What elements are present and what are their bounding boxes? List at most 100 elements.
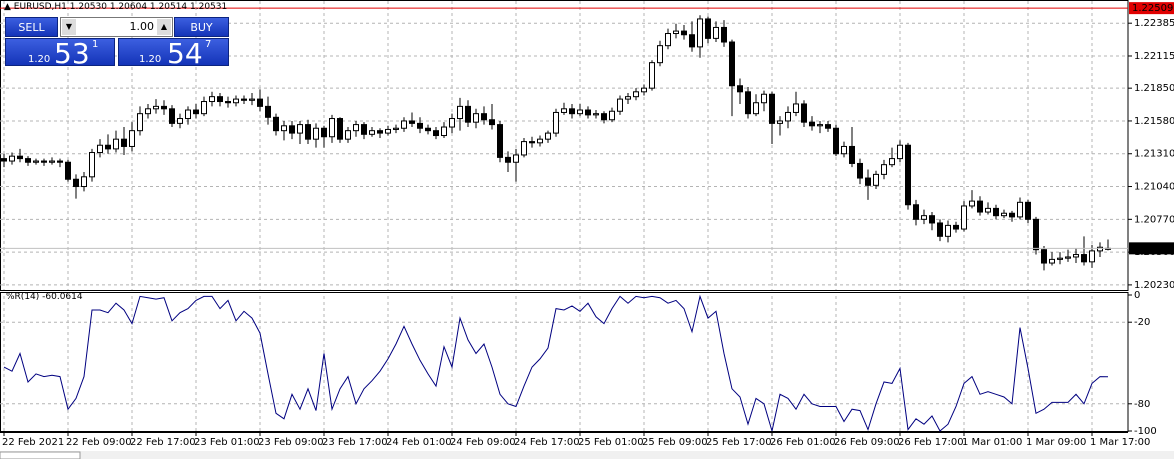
candle-body <box>1033 218 1039 251</box>
candle-body <box>633 91 639 98</box>
candle-body <box>521 141 527 156</box>
y-tick-label: 1.22115 <box>1134 51 1174 62</box>
x-tick-label: 24 Feb 17:00 <box>514 437 580 448</box>
candle-body <box>529 141 535 144</box>
candle-body <box>489 119 495 126</box>
candle-body <box>177 118 183 124</box>
candle-body <box>833 127 839 155</box>
candle-body <box>89 152 95 178</box>
candle-body <box>297 124 303 134</box>
candle-body <box>657 45 663 64</box>
candle-body <box>697 18 703 48</box>
candle-body <box>1057 257 1063 260</box>
candle-body <box>209 96 215 103</box>
candle-body <box>289 125 295 134</box>
candle-body <box>841 145 847 155</box>
x-tick-label: 23 Feb 09:00 <box>258 437 324 448</box>
candle-body <box>769 93 775 124</box>
candle-body <box>425 127 431 132</box>
candle-body <box>345 130 351 140</box>
candle-body <box>409 120 415 124</box>
candle-body <box>737 85 743 93</box>
y-tick-label: -100 <box>1134 426 1157 437</box>
candle-body <box>73 178 79 188</box>
candle-body <box>385 128 391 134</box>
lot-increase[interactable]: ▲ <box>157 19 171 35</box>
sell-price-sup: 1 <box>92 39 99 50</box>
bottom-tabs <box>0 451 1174 459</box>
x-tick-label: 25 Feb 09:00 <box>642 437 708 448</box>
candle-body <box>17 155 23 160</box>
buy-button[interactable]: BUY <box>174 17 229 37</box>
candle-body <box>65 161 71 180</box>
lot-decrease[interactable]: ▼ <box>62 19 76 35</box>
candle-body <box>313 127 319 140</box>
candle-body <box>905 144 911 206</box>
candle-body <box>577 109 583 115</box>
y-tick-label: 1.21580 <box>1134 116 1174 127</box>
candle-body <box>585 109 591 116</box>
candle-body <box>233 98 239 104</box>
candle-body <box>825 124 831 129</box>
candle-body <box>265 105 271 118</box>
candle-body <box>1025 201 1031 220</box>
candle-body <box>689 34 695 48</box>
x-tick-label: 22 Feb 09:00 <box>66 437 132 448</box>
candle-body <box>537 138 543 144</box>
x-tick-label: 22 Feb 2021 <box>2 437 64 448</box>
x-tick-label: 26 Feb 09:00 <box>834 437 900 448</box>
candle-body <box>785 111 791 122</box>
candle-body <box>41 160 47 163</box>
bottom-tab <box>0 451 81 459</box>
main-frame <box>0 0 1129 291</box>
buy-price-prefix: 1.20 <box>139 54 162 65</box>
candle-body <box>377 130 383 134</box>
candle-body <box>97 144 103 154</box>
candle-body <box>1073 254 1079 258</box>
x-tick-label: 25 Feb 01:00 <box>578 437 644 448</box>
candle-body <box>457 105 463 120</box>
lot-value[interactable]: 1.00 <box>129 20 155 33</box>
candle-body <box>881 164 887 175</box>
buy-price[interactable]: 1.20 54 7 <box>118 38 229 68</box>
candle-body <box>745 91 751 115</box>
candle-body <box>369 130 375 135</box>
candle-body <box>937 222 943 237</box>
candle-body <box>281 125 287 132</box>
x-tick-label: 23 Feb 01:00 <box>194 437 260 448</box>
candle-body <box>1081 254 1087 263</box>
candle-body <box>481 113 487 121</box>
candle-body <box>977 200 983 213</box>
price-label-box <box>1129 242 1174 255</box>
candle-body <box>617 98 623 112</box>
price-label-box <box>1129 2 1174 15</box>
candle-body <box>985 207 991 213</box>
candle-body <box>1041 249 1047 264</box>
candle-body <box>161 105 167 110</box>
candle-body <box>1 158 7 162</box>
candle-body <box>105 144 111 150</box>
sell-button[interactable]: SELL <box>5 17 58 37</box>
candle-body <box>505 156 511 163</box>
candle-body <box>625 96 631 100</box>
candle-body <box>809 121 815 127</box>
candle-body <box>153 105 159 110</box>
candle-body <box>993 207 999 217</box>
sell-price[interactable]: 1.20 53 1 <box>5 38 115 68</box>
candle-body <box>217 96 223 103</box>
candle-body <box>329 118 335 138</box>
candle-body <box>705 18 711 39</box>
header-text: EURUSD,H1 1.20530 1.20604 1.20514 1.2053… <box>13 2 228 12</box>
candle-body <box>609 110 615 121</box>
candle-body <box>553 111 559 134</box>
candle-body <box>665 33 671 47</box>
y-tick-label: 1.20770 <box>1134 214 1174 225</box>
indicator-title: %R(14) -60.0614 <box>6 292 83 302</box>
lot-field[interactable]: ▼ 1.00 ▲ <box>60 17 173 37</box>
candle-body <box>361 124 367 135</box>
x-tick-label: 25 Feb 17:00 <box>706 437 772 448</box>
candle-body <box>801 103 807 123</box>
candle-body <box>257 98 263 107</box>
candle-body <box>401 120 407 129</box>
